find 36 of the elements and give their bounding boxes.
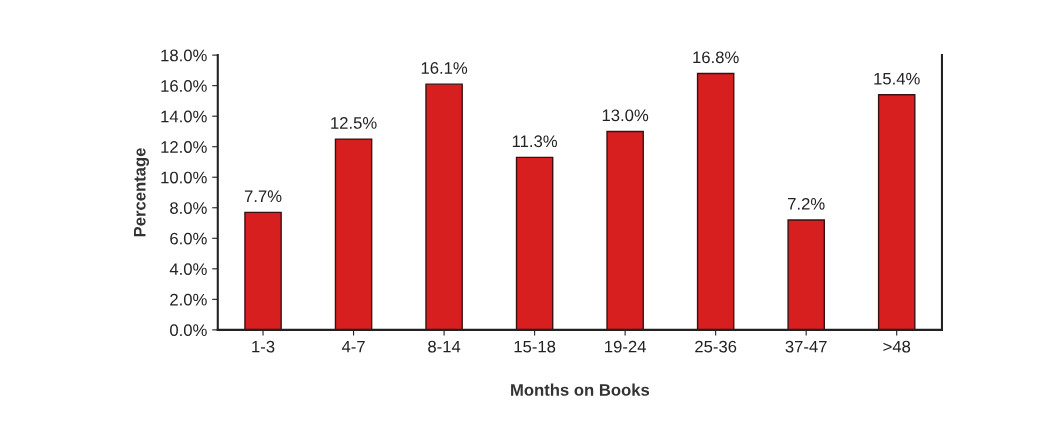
y-tick-label: 2.0% [170, 293, 207, 306]
bar [696, 72, 735, 330]
y-tick-label: 18.0% [161, 49, 207, 62]
y-tick-label: 12.0% [161, 141, 207, 153]
bar [425, 83, 463, 330]
y-axis-title: Percentage [134, 148, 149, 237]
data-label: 15.4% [874, 72, 920, 85]
data-label: 11.3% [512, 135, 558, 148]
y-tick-label: 14.0% [161, 110, 207, 123]
x-tick-label: 8-14 [428, 340, 461, 353]
data-label: 7.7% [244, 190, 282, 203]
y-tick-label: 10.0% [161, 171, 207, 184]
bar [877, 94, 916, 330]
data-label: 12.5% [331, 117, 377, 129]
x-tick-label: 4-7 [341, 340, 365, 353]
y-tick-label: 0.0% [170, 324, 207, 337]
y-tick-label: 4.0% [169, 263, 207, 276]
bar [606, 130, 644, 330]
x-tick-label: >48 [883, 340, 911, 353]
bar [244, 211, 282, 330]
data-label: 13.0% [602, 109, 649, 122]
x-tick-label: 25-36 [695, 340, 737, 353]
y-tick-label: 16.0% [161, 80, 207, 92]
data-label: 7.2% [788, 197, 825, 210]
y-tick-label: 8.0% [170, 202, 207, 214]
y-tick-label: 6.0% [170, 232, 207, 245]
x-axis-title: Months on Books [511, 383, 650, 396]
data-label: 16.1% [421, 62, 468, 74]
x-tick-label: 19-24 [605, 340, 646, 353]
x-tick-label: 15-18 [514, 340, 556, 353]
x-tick-label: 37-47 [785, 340, 827, 353]
bar [515, 156, 554, 330]
data-label: 16.8% [693, 51, 739, 64]
bar [787, 219, 825, 330]
x-tick-label: 1-3 [252, 340, 275, 353]
bar [334, 138, 373, 330]
